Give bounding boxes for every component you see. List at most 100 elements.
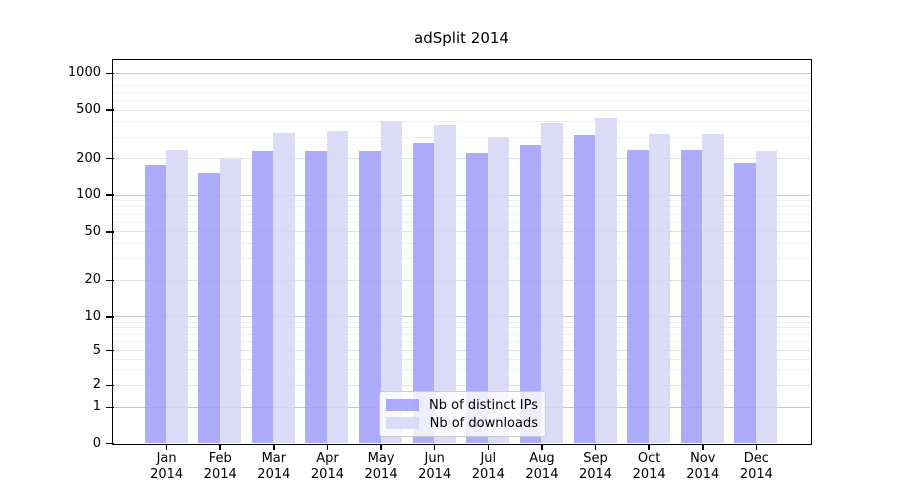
- bar-downloads-nov: [702, 134, 724, 444]
- x-tick-feb: [219, 444, 221, 450]
- x-tick-year: 2014: [310, 467, 344, 482]
- y-tick-label-200: 200: [76, 150, 101, 166]
- y-tick-1: [105, 406, 114, 409]
- gridline-minor-60: [113, 221, 810, 223]
- x-tick-label-may: May 2014: [353, 451, 409, 483]
- bar-downloads-jul: [487, 136, 510, 444]
- bar-distinct-ips-nov: [680, 149, 703, 444]
- y-tick-label-500: 500: [76, 102, 101, 118]
- y-tick-50: [105, 231, 114, 233]
- gridline-minor-7: [113, 333, 810, 335]
- x-tick-mar: [273, 444, 275, 450]
- x-tick-dec: [755, 444, 758, 450]
- legend-swatch-downloads: [386, 417, 419, 429]
- bar-distinct-ips-mar: [251, 151, 274, 444]
- bar-downloads-sep: [595, 118, 617, 444]
- x-tick-month: Jun: [424, 451, 445, 466]
- bar-distinct-ips-apr: [305, 150, 327, 444]
- gridline-100: [113, 194, 810, 196]
- x-tick-year: 2014: [418, 467, 452, 482]
- x-tick-month: Dec: [743, 451, 769, 466]
- x-tick-month: Oct: [637, 451, 661, 466]
- x-tick-label-sep: Sep 2014: [568, 451, 624, 483]
- x-tick-year: 2014: [257, 467, 291, 482]
- legend-swatch-distinct-ips: [386, 399, 419, 411]
- gridline-minor-3: [113, 369, 810, 371]
- gridline-minor-80: [113, 206, 810, 208]
- gridline-minor-6: [113, 341, 810, 343]
- gridline-minor-900: [113, 78, 810, 80]
- x-tick-label-feb: Feb 2014: [192, 451, 248, 483]
- y-tick-label-5: 5: [92, 342, 101, 358]
- gridline-2: [113, 384, 810, 386]
- y-tick-1000: [105, 72, 114, 75]
- y-tick-label-50: 50: [84, 223, 101, 239]
- y-tick-2: [105, 384, 114, 387]
- bar-distinct-ips-jan: [144, 165, 167, 444]
- gridline-minor-4: [113, 358, 810, 360]
- x-tick-nov: [702, 444, 704, 450]
- bar-distinct-ips-feb: [198, 173, 220, 444]
- x-tick-month: Mar: [261, 451, 287, 466]
- gridline-minor-600: [113, 99, 810, 101]
- bar-distinct-ips-jun: [412, 142, 435, 444]
- bar-downloads-jun: [434, 125, 456, 444]
- y-tick-label-10: 10: [84, 308, 101, 324]
- y-tick-label-2: 2: [92, 377, 101, 393]
- x-tick-jul: [487, 444, 490, 450]
- legend-item: Nb of distinct IPs: [386, 397, 538, 413]
- gridline-minor-40: [113, 243, 810, 245]
- x-tick-month: Nov: [690, 451, 716, 466]
- chart-title: adSplit 2014: [414, 29, 509, 47]
- legend-item: Nb of downloads: [386, 415, 538, 431]
- gridline-minor-300: [113, 136, 810, 138]
- x-tick-jun: [433, 444, 436, 450]
- gridline-minor-400: [113, 121, 810, 123]
- bar-downloads-aug: [541, 123, 563, 444]
- gridline-50: [113, 231, 810, 233]
- y-tick-label-0: 0: [92, 435, 101, 451]
- x-tick-year: 2014: [471, 467, 505, 482]
- bar-downloads-feb: [219, 158, 242, 444]
- gridline-5: [113, 350, 810, 351]
- bar-downloads-may: [380, 121, 403, 444]
- bar-distinct-ips-sep: [573, 134, 596, 444]
- x-tick-oct: [648, 444, 650, 450]
- x-tick-label-nov: Nov 2014: [675, 451, 731, 483]
- bar-distinct-ips-aug: [519, 145, 542, 444]
- gridline-10: [113, 316, 810, 318]
- y-tick-100: [105, 194, 114, 196]
- y-tick-200: [105, 157, 114, 160]
- gridline-20: [113, 279, 810, 281]
- bar-downloads-dec: [755, 151, 778, 444]
- bar-distinct-ips-may: [359, 151, 381, 444]
- x-tick-year: 2014: [364, 467, 398, 482]
- y-tick-label-20: 20: [84, 272, 101, 288]
- gridline-minor-9: [113, 321, 810, 323]
- x-tick-year: 2014: [632, 467, 666, 482]
- x-tick-month: Feb: [208, 451, 232, 466]
- y-tick-5: [105, 349, 114, 352]
- gridline-1000: [113, 72, 810, 74]
- gridline-minor-700: [113, 91, 810, 93]
- y-tick-20: [105, 279, 114, 282]
- x-tick-month: Aug: [529, 451, 555, 466]
- x-tick-label-dec: Dec 2014: [728, 451, 784, 483]
- x-tick-apr: [326, 444, 329, 450]
- y-tick-10: [105, 316, 114, 318]
- y-tick-500: [105, 109, 114, 111]
- x-tick-year: 2014: [203, 467, 237, 482]
- gridline-minor-90: [113, 200, 810, 202]
- x-tick-label-jan: Jan 2014: [139, 451, 195, 483]
- x-tick-sep: [594, 444, 597, 450]
- legend-label: Nb of downloads: [429, 415, 538, 431]
- x-tick-may: [380, 444, 382, 450]
- x-tick-label-jul: Jul 2014: [460, 451, 516, 483]
- gridline-minor-800: [113, 84, 810, 86]
- gridline-minor-30: [113, 258, 810, 260]
- x-tick-label-oct: Oct 2014: [621, 451, 677, 483]
- x-tick-label-apr: Apr 2014: [299, 451, 355, 483]
